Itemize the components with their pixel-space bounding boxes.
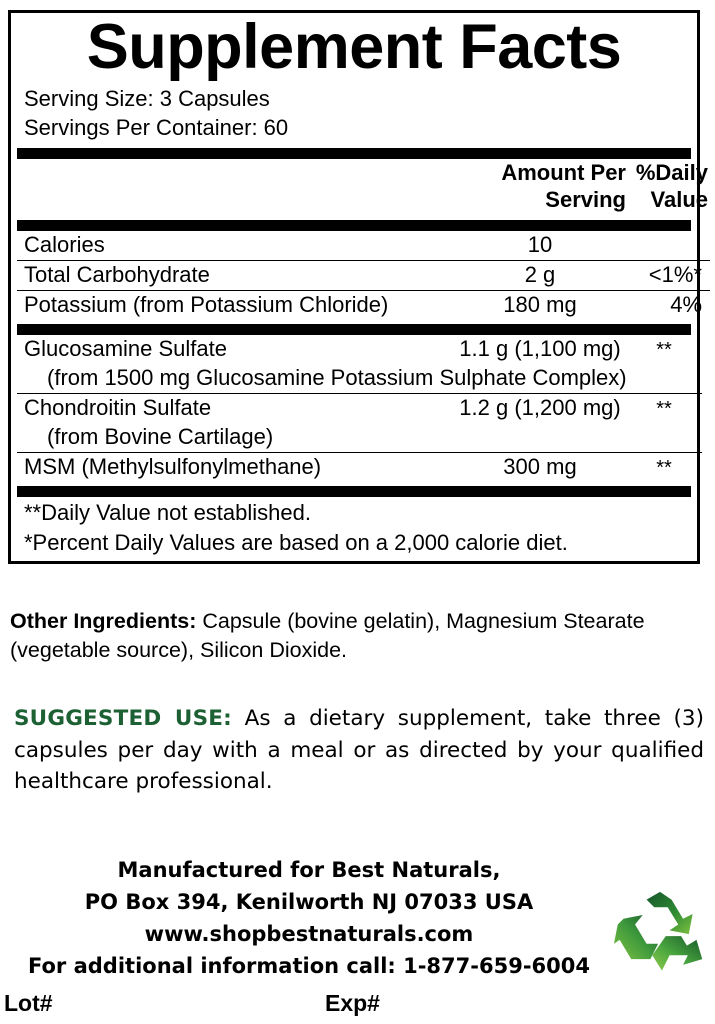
row-daily-value: ** (626, 393, 702, 424)
other-ingredients-text: Capsule (bovine gelatin), Magnesium Stea… (10, 609, 645, 662)
nutrition-table: Amount Per Serving %Daily Value (17, 159, 715, 216)
row-amount: 2 g (454, 260, 626, 291)
header-dv-line2: Value (650, 187, 708, 213)
divider-bar-supplements (17, 324, 691, 336)
row-name: Calories (24, 232, 105, 258)
supplement-ingredients-table: Glucosamine Sulfate 1.1 g (1,100 mg) ** … (17, 335, 702, 483)
header-amount-line1: Amount Per (501, 160, 626, 186)
row-amount: 1.1 g (1,100 mg) (459, 336, 621, 362)
exp-date-label: Exp# (325, 990, 380, 1016)
row-daily-value (626, 231, 710, 261)
row-source-note: (from 1500 mg Glucosamine Potassium Sulp… (47, 365, 627, 391)
row-daily-value: ** (656, 339, 672, 362)
servings-per-container: Servings Per Container: 60 (24, 114, 289, 140)
header-amount-per-serving: Amount Per Serving (454, 159, 632, 216)
manufacturer-phone: For additional information call: 1-877-6… (28, 953, 590, 978)
row-name: Glucosamine Sulfate (24, 336, 227, 362)
manufacturer-address: PO Box 394, Kenilworth NJ 07033 USA (84, 889, 534, 914)
serving-size: Serving Size: 3 Capsules (24, 86, 270, 112)
table-row: Calories 10 (17, 231, 710, 261)
row-amount: 300 mg (454, 452, 626, 483)
suggested-use-text: As a dietary supplement, take three (3) … (14, 706, 704, 795)
row-daily-value: <1%* (626, 260, 710, 291)
other-ingredients-label: Other Ingredients: (10, 609, 197, 633)
suggested-use-heading: SUGGESTED USE: (14, 706, 232, 731)
footnote-daily-value: **Daily Value not established. (24, 500, 311, 526)
row-name: Potassium (from Potassium Chloride) (17, 290, 454, 321)
row-amount: 10 (527, 232, 553, 258)
manufacturer-block: Manufactured for Best Naturals, PO Box 3… (0, 855, 618, 983)
other-ingredients: Other Ingredients: Capsule (bovine gelat… (10, 607, 707, 664)
row-name: MSM (Methylsulfonylmethane) (17, 452, 454, 483)
basic-nutrients-table: Calories 10 Total Carbohydrate 2 g <1%* … (17, 231, 710, 321)
header-dv-line1: %Daily (635, 160, 708, 186)
divider-bar-header (17, 220, 691, 232)
page-title: Supplement Facts (86, 12, 622, 82)
manufacturer-name: Manufactured for Best Naturals, (117, 858, 501, 882)
manufacturer-website: www.shopbestnaturals.com (144, 921, 474, 946)
header-amount-line2: Serving (545, 187, 626, 213)
row-source-note: (from Bovine Cartilage) (47, 424, 274, 450)
table-row: Glucosamine Sulfate 1.1 g (1,100 mg) ** (17, 335, 702, 364)
divider-bar-footnotes (17, 486, 691, 498)
row-daily-value: 4% (626, 290, 710, 321)
table-header-row: Amount Per Serving %Daily Value (17, 159, 715, 216)
lot-number-label: Lot# (4, 990, 53, 1016)
row-name: Total Carbohydrate (17, 260, 454, 291)
lot-exp-block: Lot# Exp# (4, 990, 524, 1017)
row-name: Chondroitin Sulfate (17, 393, 454, 424)
suggested-use: SUGGESTED USE: As a dietary supplement, … (14, 703, 704, 798)
table-row: Total Carbohydrate 2 g <1%* (17, 260, 710, 291)
supplement-facts-panel: Supplement Facts Serving Size: 3 Capsule… (8, 10, 710, 565)
table-row: Chondroitin Sulfate 1.2 g (1,200 mg) ** (17, 393, 702, 424)
footnote-percent-daily-values: *Percent Daily Values are based on a 2,0… (24, 530, 568, 556)
row-daily-value: ** (626, 452, 702, 483)
table-row: MSM (Methylsulfonylmethane) 300 mg ** (17, 452, 702, 483)
row-amount: 180 mg (454, 290, 626, 321)
row-amount: 1.2 g (1,200 mg) (454, 393, 626, 424)
table-subrow: (from Bovine Cartilage) (17, 423, 702, 453)
table-row: Potassium (from Potassium Chloride) 180 … (17, 290, 710, 321)
table-subrow: (from 1500 mg Glucosamine Potassium Sulp… (17, 364, 702, 394)
recycle-icon (612, 888, 708, 988)
header-daily-value: %Daily Value (632, 159, 715, 216)
header-blank (17, 159, 454, 216)
divider-bar-top (17, 148, 691, 160)
